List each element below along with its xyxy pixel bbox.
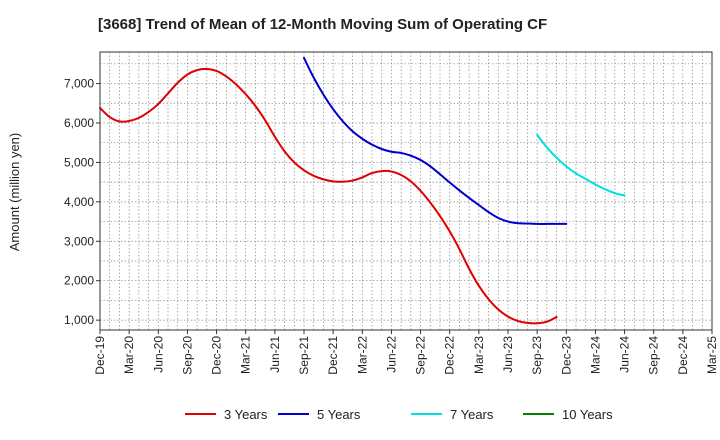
- series-line-5-years: [303, 56, 568, 225]
- legend-label-7-years: 7 Years: [450, 407, 494, 422]
- x-axis-ticks: Dec-19 Mar-20 Jun-20 Sep-20 Dec-20 Mar-21 Jun-…: [93, 330, 719, 375]
- x-tick-label: Mar-21: [239, 336, 253, 374]
- x-tick-label: Jun-22: [384, 336, 398, 373]
- legend: 3 Years 5 Years 7 Years 10 Years: [185, 407, 613, 422]
- chart-title: [3668] Trend of Mean of 12-Month Moving …: [98, 16, 547, 33]
- x-tick-label: Dec-23: [559, 336, 573, 375]
- legend-label-3-years: 3 Years: [224, 407, 268, 422]
- x-tick-label: Dec-19: [93, 336, 107, 375]
- series-line-7-years: [536, 133, 626, 197]
- series-lines: [99, 56, 626, 325]
- x-tick-label: Mar-22: [355, 336, 369, 374]
- x-tick-label: Dec-21: [326, 336, 340, 375]
- y-axis-ticks: 1,000 2,000 3,000 4,000 5,000 6,000 7,000: [64, 77, 100, 327]
- x-tick-label: Mar-23: [472, 336, 486, 374]
- legend-label-5-years: 5 Years: [317, 407, 361, 422]
- plot-frame: [99, 51, 713, 331]
- y-axis-label: Amount (million yen): [7, 133, 22, 252]
- x-tick-label: Mar-20: [122, 336, 136, 374]
- y-tick-label: 3,000: [64, 234, 94, 248]
- legend-label-10-years: 10 Years: [562, 407, 613, 422]
- x-tick-label: Dec-24: [676, 336, 690, 375]
- x-tick-label: Mar-24: [588, 336, 602, 374]
- y-tick-label: 5,000: [64, 155, 94, 169]
- y-tick-label: 7,000: [64, 77, 94, 91]
- grid: [100, 52, 712, 330]
- x-tick-label: Dec-22: [443, 336, 457, 375]
- x-tick-label: Jun-21: [268, 336, 282, 373]
- x-tick-label: Sep-21: [297, 336, 311, 375]
- x-tick-label: Jun-23: [501, 336, 515, 373]
- x-tick-label: Jun-24: [618, 336, 632, 373]
- series-line-3-years: [99, 67, 558, 325]
- y-tick-label: 6,000: [64, 116, 94, 130]
- x-tick-label: Sep-22: [414, 336, 428, 375]
- x-tick-label: Mar-25: [705, 336, 719, 374]
- y-tick-label: 1,000: [64, 313, 94, 327]
- x-tick-label: Jun-20: [151, 336, 165, 373]
- x-tick-label: Dec-20: [210, 336, 224, 375]
- x-tick-label: Sep-23: [530, 336, 544, 375]
- y-tick-label: 4,000: [64, 195, 94, 209]
- x-tick-label: Sep-24: [647, 336, 661, 375]
- y-tick-label: 2,000: [64, 274, 94, 288]
- x-tick-label: Sep-20: [180, 336, 194, 375]
